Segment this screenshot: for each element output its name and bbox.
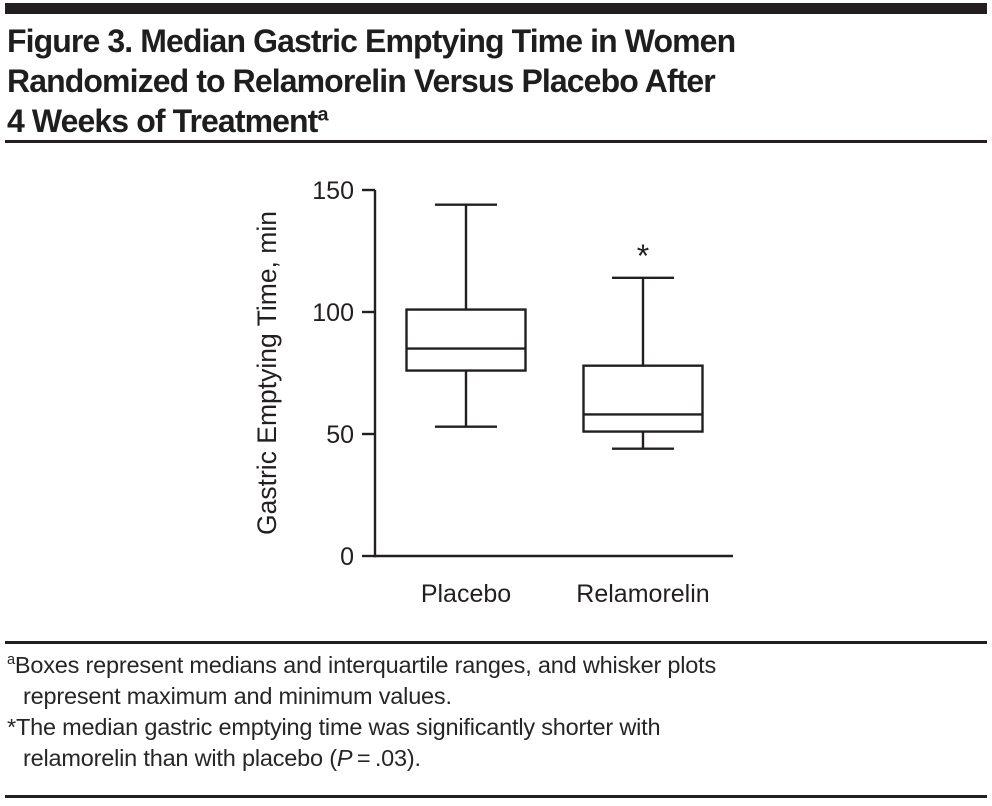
figure-title-line2: Randomized to Relamorelin Versus Placebo… xyxy=(7,63,716,99)
footnote-a-line1: aBoxes represent medians and interquarti… xyxy=(7,650,716,681)
box-relamorelin: * xyxy=(582,238,704,450)
y-tick-label-150: 150 xyxy=(312,177,354,205)
rule-bottom xyxy=(5,795,987,798)
figure-title-superscript: a xyxy=(317,103,328,126)
figure-title-line3: 4 Weeks of Treatmenta xyxy=(7,101,735,141)
boxplot-svg: 0 50 100 150 Gastric Emptying Time, min Place… xyxy=(252,177,733,608)
footnote-star-text3: = .03). xyxy=(352,745,421,771)
footnote-star-line2: relamorelin than with placebo (P = .03). xyxy=(23,743,716,774)
footnote-a-text1: Boxes represent medians and interquartil… xyxy=(14,652,717,678)
rule-above-footnotes xyxy=(5,641,987,644)
y-axis-label: Gastric Emptying Time, min xyxy=(252,211,282,535)
footnote-a-line2: represent maximum and minimum values. xyxy=(23,681,716,712)
figure-title-line3-text: 4 Weeks of Treatment xyxy=(7,103,318,139)
iqr-box xyxy=(582,364,704,433)
footnote-star-line1: *The median gastric emptying time was si… xyxy=(7,712,716,743)
y-tick-label-0: 0 xyxy=(340,543,354,571)
footnote-star-marker: * xyxy=(7,714,16,740)
y-tick-label-100: 100 xyxy=(312,299,354,327)
top-rule-bar xyxy=(5,3,987,14)
figure-title-line1: Figure 3. Median Gastric Emptying Time i… xyxy=(7,23,736,59)
rule-under-title xyxy=(5,140,987,143)
box-placebo xyxy=(405,203,527,428)
x-category-label-relamorelin: Relamorelin xyxy=(576,580,709,608)
x-category-label-placebo: Placebo xyxy=(421,580,511,608)
figure-title: Figure 3. Median Gastric Emptying Time i… xyxy=(7,21,736,141)
footnote-star-text1: The median gastric emptying time was sig… xyxy=(15,714,661,740)
significance-asterisk: * xyxy=(637,238,649,274)
footnote-p-symbol: P xyxy=(336,745,353,771)
axes xyxy=(362,188,733,558)
y-tick-label-50: 50 xyxy=(326,421,354,449)
footnote-star-text2: relamorelin than with placebo ( xyxy=(23,745,337,771)
boxplot-chart: 0 50 100 150 Gastric Emptying Time, min Place… xyxy=(0,155,992,625)
footnote-a-marker: a xyxy=(7,652,15,669)
iqr-box xyxy=(405,308,527,372)
footnote-a-text2: represent maximum and minimum values. xyxy=(23,683,452,709)
figure-footnotes: aBoxes represent medians and interquarti… xyxy=(7,650,716,774)
